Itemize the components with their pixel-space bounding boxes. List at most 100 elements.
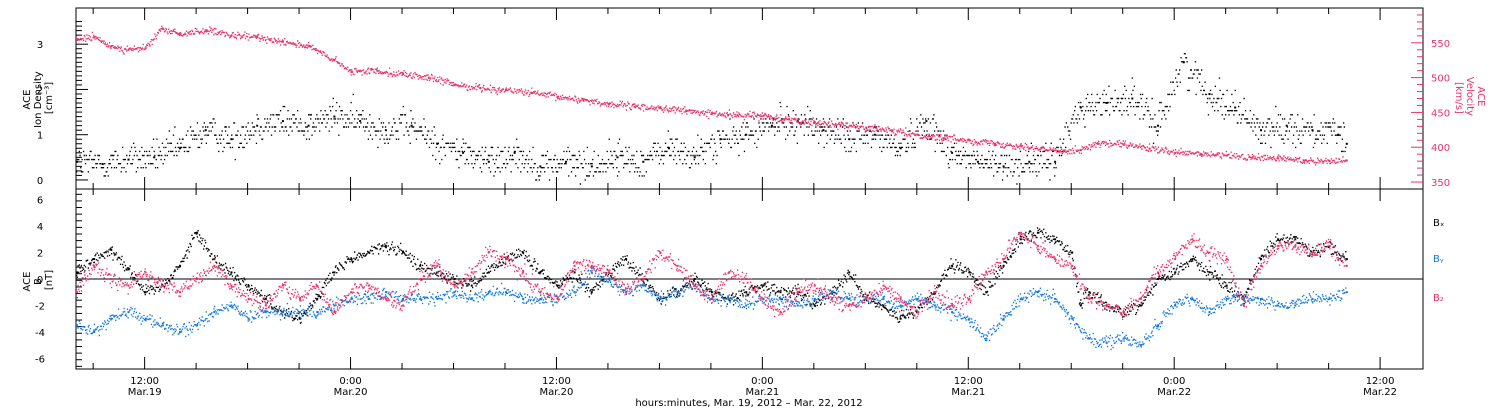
- top-right-y-axis: 350 400 450 500 550: [1411, 14, 1450, 189]
- point-ion-density-40: [1105, 102, 1108, 104]
- point-bz-47: [882, 284, 885, 287]
- point-ion-density-47: [1285, 124, 1288, 127]
- top-right-tick-label: 400: [1431, 143, 1450, 154]
- point-bz-37: [710, 297, 713, 300]
- point-by-44: [831, 291, 833, 294]
- point-by-30: [590, 271, 593, 274]
- point-by-52: [968, 317, 971, 320]
- point-bx-13: [299, 317, 302, 320]
- point-bz-11: [264, 304, 267, 307]
- point-by-72: [1311, 297, 1314, 300]
- point-by-22: [453, 291, 456, 294]
- point-by-39: [745, 304, 748, 307]
- top-left-label: ACE Ion Density [cm⁻³]: [22, 68, 55, 128]
- point-bz-39: [745, 278, 748, 280]
- x-tick-label-date: Mar.21: [745, 387, 779, 398]
- point-ion-density-27: [770, 124, 773, 127]
- point-bz-65: [1191, 238, 1194, 241]
- point-by-69: [1260, 297, 1262, 300]
- point-bz-19: [402, 304, 404, 307]
- point-ion-density-7: [256, 124, 259, 127]
- x-tick-label-date: Mar.19: [128, 387, 162, 398]
- point-ion-density-0: [76, 160, 78, 163]
- point-ion-density-29: [822, 129, 825, 132]
- point-velocity-22: [582, 98, 585, 101]
- point-ion-density-16: [487, 160, 490, 163]
- point-bx-47: [882, 304, 885, 307]
- series-bz: [76, 233, 1347, 320]
- top-left-tick-label: 1: [37, 131, 43, 142]
- bottom-panel-series: [76, 227, 1348, 351]
- x-tick-label-time: 12:00: [954, 376, 983, 387]
- point-by-41: [779, 297, 782, 300]
- point-bz-48: [899, 297, 902, 300]
- point-ion-density-23: [668, 147, 670, 150]
- point-bz-8: [213, 264, 216, 267]
- top-right-tick-label: 550: [1431, 39, 1450, 50]
- point-by-57: [1054, 297, 1057, 300]
- point-velocity-52: [1328, 160, 1331, 163]
- point-ion-density-38: [1054, 160, 1057, 163]
- point-bx-72: [1294, 238, 1297, 241]
- point-bx-18: [384, 244, 387, 247]
- point-bz-29: [573, 264, 576, 267]
- point-ion-density-26: [745, 133, 748, 136]
- point-bx-48: [899, 317, 902, 320]
- point-ion-density-41: [1131, 97, 1134, 100]
- point-ion-density-50: [1345, 142, 1348, 145]
- point-bz-25: [505, 258, 507, 261]
- point-velocity-50: [1277, 157, 1280, 160]
- point-bz-9: [230, 284, 233, 287]
- point-ion-density-48: [1311, 129, 1314, 132]
- point-bz-22: [453, 284, 456, 287]
- point-bz-4: [144, 271, 147, 274]
- point-velocity-44: [1122, 143, 1125, 146]
- point-by-60: [1105, 341, 1108, 344]
- bottom-left-tick-label: 2: [37, 249, 43, 260]
- x-axis-title: hours:minutes, Mar. 19, 2012 – Mar. 22, …: [635, 398, 862, 409]
- bottom-left-tick-label: 0: [37, 275, 43, 286]
- point-bz-15: [333, 311, 336, 314]
- point-bx-0: [76, 271, 78, 274]
- bottom-left-tick-label: -2: [35, 301, 45, 312]
- x-tick-label-date: Mar.20: [334, 387, 368, 398]
- point-bz-61: [1122, 311, 1125, 314]
- point-ion-density-24: [693, 156, 696, 159]
- point-bz-57: [1054, 258, 1057, 261]
- point-by-9: [230, 304, 233, 307]
- point-ion-density-18: [539, 165, 542, 168]
- point-bz-13: [299, 297, 302, 300]
- series-velocity: [76, 25, 1347, 166]
- point-bx-4: [144, 291, 147, 294]
- point-ion-density-31: [873, 133, 876, 136]
- point-by-48: [899, 304, 902, 307]
- point-bz-28: [556, 297, 559, 300]
- point-by-2: [110, 317, 113, 320]
- point-bz-49: [916, 311, 919, 314]
- series-ion-density: [76, 53, 1347, 185]
- point-bz-2: [110, 278, 113, 280]
- point-velocity-29: [762, 114, 765, 117]
- x-tick-label-date: Mar.22: [1157, 387, 1191, 398]
- x-tick-label-time: 12:00: [1366, 376, 1395, 387]
- point-bz-70: [1277, 244, 1280, 247]
- point-bz-62: [1139, 297, 1142, 300]
- point-velocity-27: [710, 112, 713, 115]
- point-bz-74: [1345, 264, 1348, 267]
- point-bz-72: [1311, 251, 1314, 254]
- point-bx-23: [470, 284, 473, 287]
- point-bz-44: [831, 297, 833, 300]
- point-velocity-17: [453, 83, 456, 86]
- point-ion-density-5: [204, 129, 207, 132]
- point-bz-23: [470, 271, 473, 274]
- point-by-56: [1036, 291, 1039, 294]
- point-bz-26: [522, 271, 525, 274]
- point-bz-46: [865, 297, 868, 300]
- point-velocity-11: [307, 45, 310, 48]
- point-by-66: [1208, 311, 1211, 314]
- x-tick-label-time: 0:00: [339, 376, 361, 387]
- point-bx-7: [196, 231, 199, 234]
- top-right-tick-label: 450: [1431, 108, 1450, 119]
- point-bz-1: [93, 264, 96, 267]
